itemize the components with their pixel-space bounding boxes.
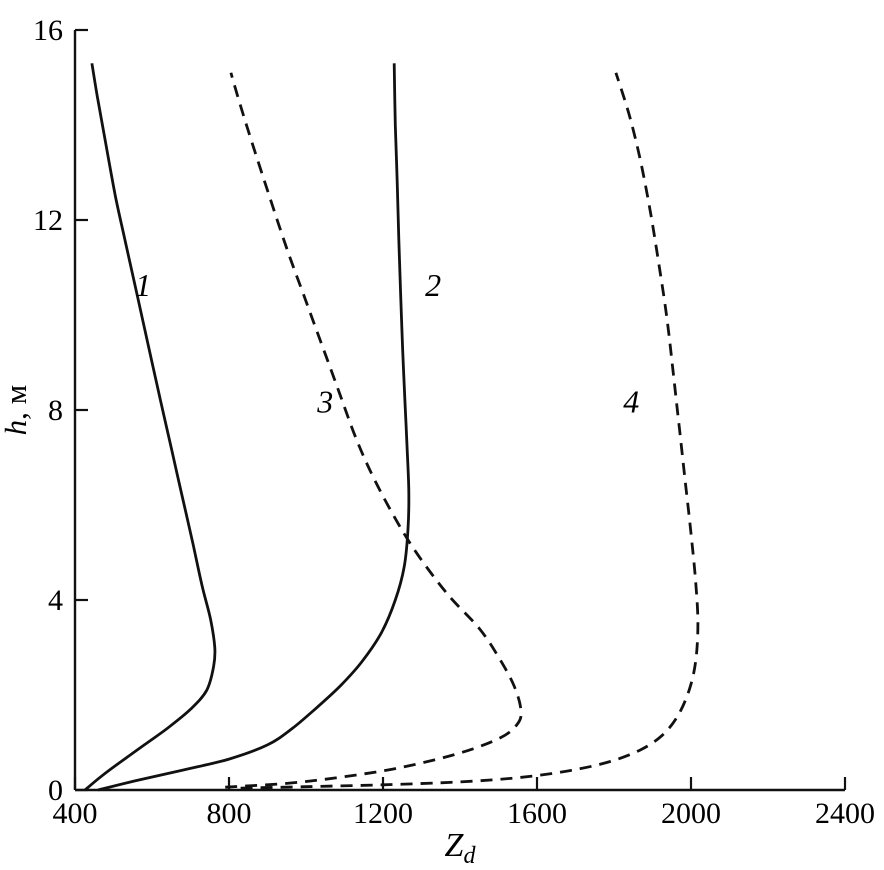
x-axis-label: Zd (445, 827, 477, 869)
y-tick-label: 8 (48, 394, 63, 427)
curve-2 (97, 63, 411, 792)
x-tick-label: 2400 (815, 797, 875, 830)
x-tick-label: 400 (53, 797, 98, 830)
curve-label-3: 3 (316, 383, 333, 419)
curve-3 (225, 72, 523, 789)
curve-4 (240, 72, 700, 790)
curve-1 (84, 63, 217, 792)
y-tick-label: 12 (33, 204, 63, 237)
x-tick-label: 1200 (353, 797, 413, 830)
curve-label-2: 2 (425, 267, 441, 303)
y-axis-label: h, м (0, 385, 33, 436)
x-tick-label: 800 (207, 797, 252, 830)
y-tick-label: 16 (33, 14, 63, 47)
y-tick-label: 4 (48, 584, 63, 617)
curve-label-4: 4 (623, 383, 639, 419)
curve-label-1: 1 (135, 267, 151, 303)
x-tick-label: 2000 (661, 797, 721, 830)
y-tick-label: 0 (48, 774, 63, 807)
x-tick-label: 1600 (507, 797, 567, 830)
